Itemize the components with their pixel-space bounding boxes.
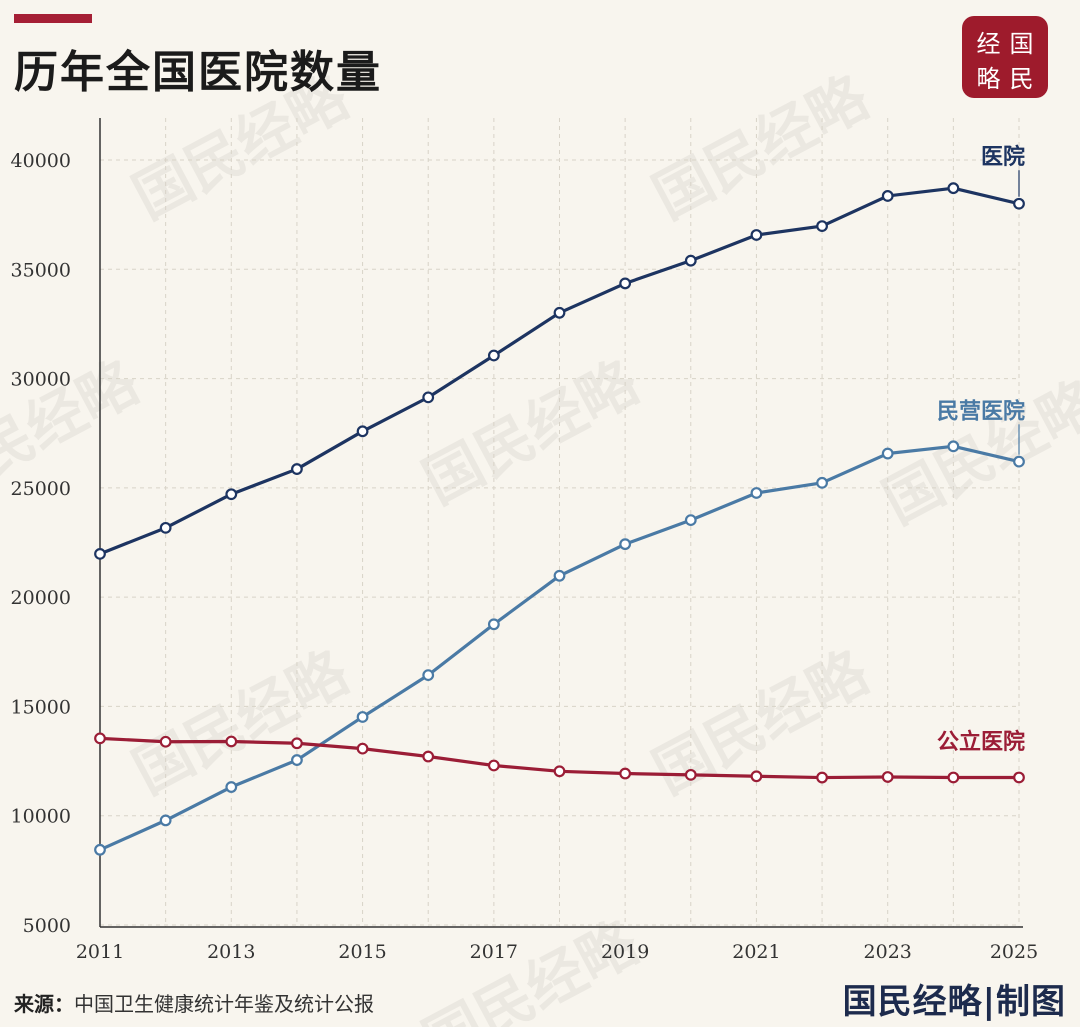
data-point — [159, 521, 172, 534]
source-text: 中国卫生健康统计年鉴及统计公报 — [74, 992, 374, 1016]
y-tick-label: 20000 — [11, 587, 71, 609]
brand-credit: 国民经略|制图 — [842, 982, 1066, 1022]
title-accent-bar — [14, 14, 92, 23]
data-point — [94, 732, 106, 745]
y-tick-label: 35000 — [11, 259, 71, 281]
data-point — [553, 306, 566, 319]
page-title: 历年全国医院数量 — [14, 47, 382, 98]
data-point — [750, 487, 763, 499]
data-point — [94, 547, 106, 560]
data-point — [159, 814, 172, 827]
x-tick-label: 2013 — [207, 941, 255, 963]
data-point — [225, 488, 238, 501]
data-point — [159, 735, 172, 748]
x-tick-label: 2023 — [864, 941, 912, 963]
source-note: 来源：中国卫生健康统计年鉴及统计公报 — [14, 988, 374, 1017]
data-point — [619, 277, 632, 290]
data-point — [947, 440, 960, 453]
data-point — [422, 391, 435, 404]
y-tick-label: 5000 — [23, 915, 71, 937]
series-label: 医院 — [981, 144, 1025, 170]
y-tick-label: 30000 — [11, 369, 71, 391]
x-tick-label: 2015 — [338, 941, 386, 963]
brand-logo: 经 国 略 民 — [962, 16, 1048, 98]
data-point — [487, 618, 500, 631]
data-point — [94, 843, 106, 856]
data-point — [750, 229, 763, 241]
data-point — [422, 669, 435, 682]
x-tick-label: 2021 — [732, 941, 780, 963]
logo-char: 略 — [976, 65, 1001, 93]
data-point — [1013, 771, 1025, 784]
series-line — [99, 186, 1020, 556]
data-point — [881, 447, 894, 460]
data-point — [487, 759, 500, 772]
watermark-text: 国民经略 — [122, 62, 360, 231]
series-label: 公立医院 — [937, 729, 1025, 755]
data-point — [225, 781, 238, 793]
watermark-text: 国民经略 — [642, 637, 880, 806]
y-tick-label: 40000 — [11, 150, 71, 172]
data-point — [356, 425, 369, 438]
data-point — [684, 514, 697, 527]
data-point — [422, 750, 435, 763]
data-point — [553, 765, 566, 778]
data-point — [291, 737, 303, 750]
data-point — [816, 220, 828, 232]
source-label: 来源： — [14, 992, 74, 1016]
data-point — [356, 711, 369, 723]
data-point — [356, 742, 369, 755]
data-point — [487, 349, 500, 362]
data-point — [684, 768, 697, 781]
data-point — [816, 771, 828, 784]
series-label: 民营医院 — [937, 398, 1025, 424]
x-tick-label: 2011 — [76, 941, 124, 963]
y-tick-label: 15000 — [11, 696, 71, 718]
data-point — [553, 569, 566, 582]
data-point — [619, 538, 632, 551]
data-point — [1013, 455, 1025, 468]
data-point — [947, 182, 960, 195]
logo-char: 民 — [1009, 65, 1034, 93]
data-point — [619, 767, 632, 780]
y-tick-label: 10000 — [11, 806, 71, 828]
x-tick-label: 2019 — [601, 941, 649, 963]
data-point — [947, 771, 960, 784]
x-tick-label: 2025 — [990, 941, 1038, 963]
logo-char: 国 — [1009, 30, 1034, 58]
data-point — [291, 463, 303, 475]
data-point — [881, 771, 894, 783]
data-point — [1013, 197, 1025, 210]
x-tick-label: 2017 — [470, 941, 518, 963]
y-tick-label: 25000 — [11, 478, 71, 500]
watermark-text: 国民经略 — [642, 62, 880, 231]
logo-char: 经 — [976, 30, 1001, 58]
data-point — [291, 754, 303, 766]
data-point — [881, 190, 894, 202]
watermark-text: 国民经略 — [412, 347, 650, 516]
data-point — [684, 254, 697, 267]
data-point — [750, 770, 763, 783]
data-point — [225, 735, 238, 748]
data-point — [816, 476, 828, 489]
